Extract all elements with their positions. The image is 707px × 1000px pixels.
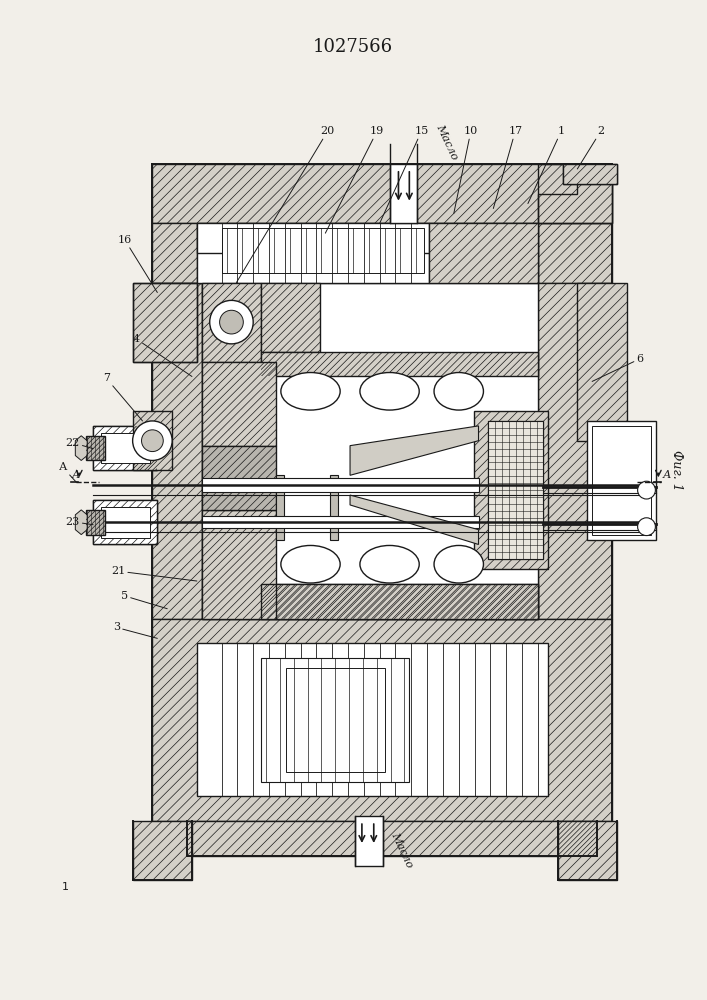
Text: 19: 19 xyxy=(325,126,384,233)
Polygon shape xyxy=(93,500,158,544)
Polygon shape xyxy=(201,490,276,510)
Circle shape xyxy=(141,430,163,452)
Ellipse shape xyxy=(360,545,419,583)
Polygon shape xyxy=(76,510,87,535)
Circle shape xyxy=(210,300,253,344)
Text: 6: 6 xyxy=(592,354,644,381)
Polygon shape xyxy=(201,362,276,446)
Polygon shape xyxy=(76,436,87,460)
Text: 3: 3 xyxy=(113,622,158,638)
Text: Фиг. 1: Фиг. 1 xyxy=(670,450,683,491)
Bar xyxy=(538,164,612,223)
Polygon shape xyxy=(201,510,276,619)
Ellipse shape xyxy=(281,373,340,410)
Polygon shape xyxy=(558,821,617,880)
Polygon shape xyxy=(538,223,612,283)
Text: А: А xyxy=(59,462,76,482)
Bar xyxy=(93,426,158,470)
Bar xyxy=(201,283,538,619)
Ellipse shape xyxy=(434,545,484,583)
Polygon shape xyxy=(187,821,597,856)
Bar xyxy=(201,516,479,528)
Polygon shape xyxy=(93,426,158,470)
Text: 10: 10 xyxy=(454,126,478,213)
Polygon shape xyxy=(153,164,612,223)
Bar xyxy=(133,283,197,362)
Polygon shape xyxy=(261,584,538,619)
Text: 20: 20 xyxy=(236,126,334,283)
Ellipse shape xyxy=(434,373,484,410)
Bar xyxy=(197,643,548,796)
Polygon shape xyxy=(538,164,612,223)
Circle shape xyxy=(220,310,243,334)
Bar xyxy=(197,223,429,253)
Polygon shape xyxy=(261,283,320,352)
Bar xyxy=(261,658,409,782)
Circle shape xyxy=(638,518,655,536)
Polygon shape xyxy=(133,283,197,362)
Polygon shape xyxy=(350,495,479,544)
Bar xyxy=(489,421,543,559)
Polygon shape xyxy=(133,821,192,880)
Circle shape xyxy=(638,481,655,499)
Bar xyxy=(592,426,651,535)
Text: 5: 5 xyxy=(121,591,168,609)
Bar xyxy=(355,816,382,866)
Polygon shape xyxy=(429,223,538,283)
Text: 15: 15 xyxy=(380,126,428,223)
Bar xyxy=(563,164,617,184)
Bar xyxy=(93,500,158,544)
Bar xyxy=(286,668,385,772)
Polygon shape xyxy=(276,584,538,619)
Text: А: А xyxy=(662,470,671,480)
Bar xyxy=(101,433,151,463)
Text: Масло: Масло xyxy=(434,122,460,161)
Polygon shape xyxy=(133,411,173,470)
Polygon shape xyxy=(429,223,538,283)
Circle shape xyxy=(133,421,173,460)
Polygon shape xyxy=(350,426,479,475)
Text: 21: 21 xyxy=(111,566,197,581)
Polygon shape xyxy=(578,283,626,441)
Polygon shape xyxy=(201,446,276,490)
Text: 1: 1 xyxy=(62,882,69,892)
Polygon shape xyxy=(86,436,105,460)
Polygon shape xyxy=(153,283,201,619)
Polygon shape xyxy=(563,164,617,184)
Polygon shape xyxy=(86,510,105,535)
Polygon shape xyxy=(201,283,261,362)
Bar xyxy=(489,421,543,559)
Text: 23: 23 xyxy=(66,517,93,527)
Bar xyxy=(197,223,429,283)
Bar xyxy=(330,475,338,540)
Polygon shape xyxy=(261,352,538,376)
Bar xyxy=(101,507,151,538)
Bar xyxy=(276,475,284,540)
Bar xyxy=(390,164,417,223)
Text: 1027566: 1027566 xyxy=(313,38,393,56)
Bar xyxy=(489,421,543,559)
Polygon shape xyxy=(153,223,197,283)
Text: 16: 16 xyxy=(118,235,158,292)
Text: Масло: Масло xyxy=(390,831,415,870)
Text: А: А xyxy=(71,470,80,480)
Ellipse shape xyxy=(360,373,419,410)
Text: 1: 1 xyxy=(528,126,565,204)
Text: 2: 2 xyxy=(578,126,604,169)
Bar xyxy=(221,228,424,273)
Polygon shape xyxy=(474,411,548,569)
Polygon shape xyxy=(153,619,612,821)
Polygon shape xyxy=(538,283,612,619)
Bar xyxy=(201,478,479,492)
Text: 4: 4 xyxy=(133,334,192,376)
Ellipse shape xyxy=(281,545,340,583)
Bar xyxy=(588,421,656,540)
Text: 22: 22 xyxy=(66,438,93,449)
Text: 17: 17 xyxy=(493,126,522,208)
Text: 7: 7 xyxy=(103,373,143,421)
